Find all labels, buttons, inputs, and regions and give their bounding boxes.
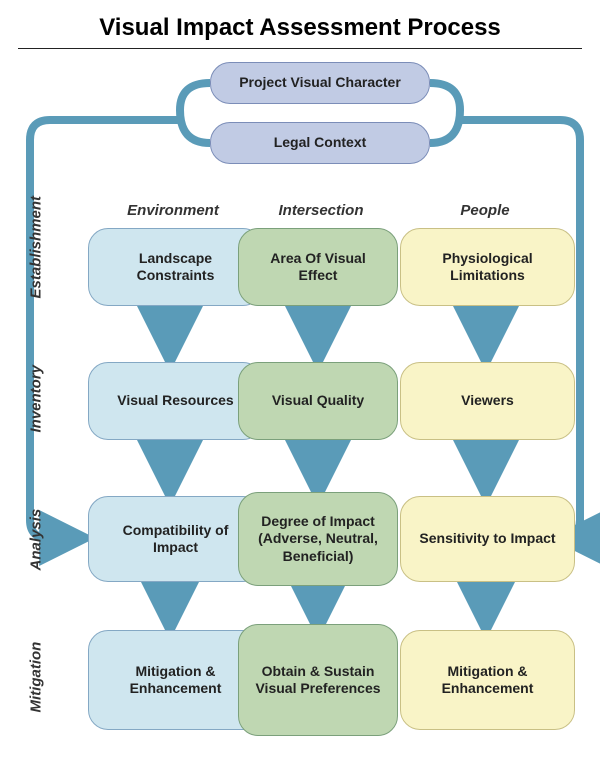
node-area-of-visual-effect: Area Of Visual Effect [238, 228, 398, 306]
node-mitigation-enhancement-ppl: Mitigation & Enhancement [400, 630, 575, 730]
node-obtain-sustain-visual-preferences: Obtain & Sustain Visual Preferences [238, 624, 398, 736]
node-label: Viewers [461, 392, 514, 410]
node-legal-context: Legal Context [210, 122, 430, 164]
node-label: Obtain & Sustain Visual Preferences [249, 663, 387, 698]
node-visual-quality: Visual Quality [238, 362, 398, 440]
node-degree-of-impact: Degree of Impact (Adverse, Neutral, Bene… [238, 492, 398, 586]
row-label-establishment: Establishment [28, 235, 45, 299]
col-header-environment: Environment [108, 202, 238, 219]
node-visual-resources: Visual Resources [88, 362, 263, 440]
page-title: Visual Impact Assessment Process [0, 0, 600, 42]
title-underline [18, 48, 582, 49]
node-label: Compatibility of Impact [99, 522, 252, 557]
node-compatibility-of-impact: Compatibility of Impact [88, 496, 263, 582]
node-label: Visual Quality [272, 392, 364, 410]
row-label-inventory: Inventory [28, 369, 45, 433]
node-label: Visual Resources [117, 392, 233, 410]
node-mitigation-enhancement-env: Mitigation & Enhancement [88, 630, 263, 730]
node-label: Area Of Visual Effect [249, 250, 387, 285]
node-label: Physiological Limitations [411, 250, 564, 285]
col-header-people: People [420, 202, 550, 219]
node-label: Sensitivity to Impact [419, 530, 555, 548]
row-label-mitigation: Mitigation [28, 649, 45, 713]
row-label-analysis: Analysis [28, 507, 45, 571]
node-sensitivity-to-impact: Sensitivity to Impact [400, 496, 575, 582]
node-label: Mitigation & Enhancement [411, 663, 564, 698]
node-landscape-constraints: Landscape Constraints [88, 228, 263, 306]
node-project-visual-character: Project Visual Character [210, 62, 430, 104]
node-label: Mitigation & Enhancement [99, 663, 252, 698]
node-physiological-limitations: Physiological Limitations [400, 228, 575, 306]
col-header-intersection: Intersection [256, 202, 386, 219]
node-label: Landscape Constraints [99, 250, 252, 285]
node-viewers: Viewers [400, 362, 575, 440]
node-label: Degree of Impact (Adverse, Neutral, Bene… [249, 513, 387, 566]
node-label: Project Visual Character [239, 74, 401, 92]
node-label: Legal Context [274, 134, 367, 152]
